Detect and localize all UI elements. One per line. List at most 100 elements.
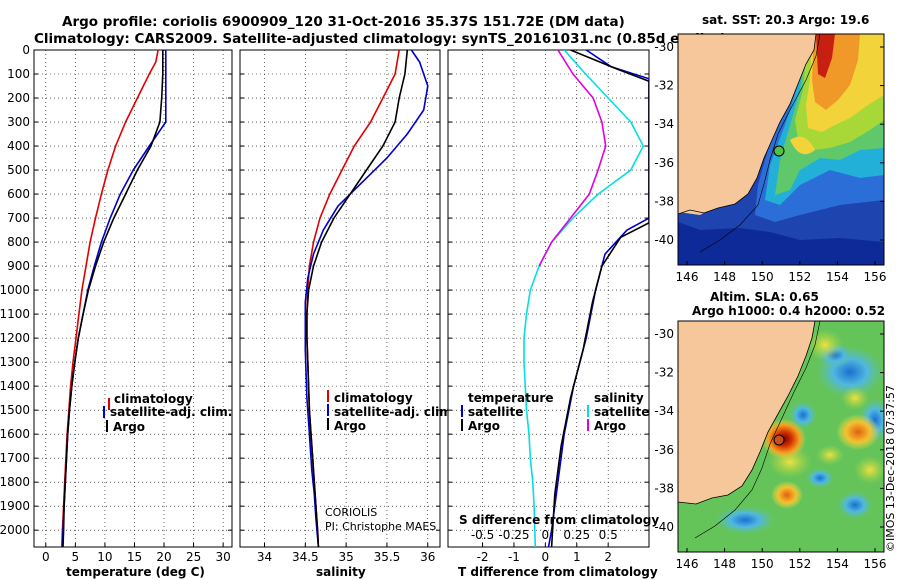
series-line-argo <box>306 50 409 547</box>
legend-climatology: climatology <box>114 392 193 406</box>
x-tick-label: 5 <box>72 550 80 564</box>
x-tick-label: 25 <box>186 550 201 564</box>
depth-tick-label: 700 <box>7 211 30 225</box>
s-tick-label: 0.5 <box>599 528 618 542</box>
x-tick-label: 34.5 <box>292 550 319 564</box>
depth-tick-labels: 0 100 200 300 400 500 600 700 800 900 1000 1100 1200… <box>0 43 30 537</box>
s-tick-label: -0.25 <box>498 528 529 542</box>
x-tick-label: 0 <box>542 550 550 564</box>
depth-tick-label: 800 <box>7 235 30 249</box>
s-tick-label: 0 <box>542 528 550 542</box>
salinity-legend: climatology satellite-adj. clim. Argo <box>327 390 456 433</box>
temperature-legend: climatology satellite-adj. clim. Argo <box>103 392 232 434</box>
x-tick-label: 35 <box>338 550 353 564</box>
sst-map: sat. SST: 20.3 Argo: 19.6 146 148 150 152 15… <box>654 13 886 284</box>
depth-tick-label: 1700 <box>0 451 30 465</box>
map-lon-label: 154 <box>826 557 849 571</box>
map-lon-label: 154 <box>826 270 849 284</box>
difference-lines <box>523 50 649 547</box>
salinity-plot-frame <box>239 49 441 548</box>
difference-gridlines <box>448 49 649 547</box>
argo-location-marker-sst <box>773 145 785 157</box>
temperature-panel: 0100200300400500600700800900100011001200… <box>0 43 233 579</box>
depth-tick-label: 1800 <box>0 475 30 489</box>
temperature-gridlines <box>34 49 232 547</box>
legend-climatology-s: climatology <box>334 391 413 405</box>
map-lat-label: -34 <box>654 404 674 418</box>
legend-temperature-title: temperature <box>468 391 553 405</box>
sla-map-title-1: Altim. SLA: 0.65 <box>710 290 819 304</box>
difference-plot-frame <box>447 49 650 548</box>
legend-argo: Argo <box>113 420 145 434</box>
temperature-xlabel: temperature (deg C) <box>66 565 205 579</box>
difference-legend-temperature: temperature satellite Argo <box>461 391 553 433</box>
map-lon-label: 152 <box>788 270 811 284</box>
salinity-xlabel: salinity <box>316 565 366 579</box>
x-tick-label: -2 <box>477 550 489 564</box>
title-line-1: Argo profile: coriolis 6900909_120 31-Oc… <box>62 14 625 30</box>
x-tick-label: 0 <box>42 550 50 564</box>
depth-tick-label: 1100 <box>0 307 30 321</box>
legend-argo-s: Argo <box>334 419 366 433</box>
depth-tick-label: 100 <box>7 67 30 81</box>
institution-label: CORIOLIS <box>325 506 377 519</box>
legend-salinity-title: salinity <box>594 391 644 405</box>
depth-tick-label: 500 <box>7 163 30 177</box>
legend-t-argo: Argo <box>468 419 500 433</box>
map-lon-label: 150 <box>751 557 774 571</box>
depth-tick-label: 0 <box>22 43 30 57</box>
difference-panel: -2 -1 0 1 2 -0.5 -0.25 0 0.25 0.5 S difference f… <box>447 49 659 579</box>
series-line-satellite-adj-clim- <box>304 50 429 547</box>
x-tick-label: 15 <box>127 550 142 564</box>
x-tick-label: 20 <box>156 550 171 564</box>
temperature-plot-frame <box>33 49 233 548</box>
depth-tick-label: 1000 <box>0 283 30 297</box>
legend-t-satellite: satellite <box>468 405 523 419</box>
map-lat-label: -30 <box>654 40 674 54</box>
map-lat-label: -40 <box>654 233 674 247</box>
map-lon-label: 146 <box>676 557 699 571</box>
sla-map-frame <box>677 320 885 553</box>
depth-tick-label: 2000 <box>0 523 30 537</box>
x-tick-label: 2 <box>604 550 612 564</box>
depth-tick-label: 300 <box>7 115 30 129</box>
credit-text: ©IMOS 13-Dec-2018 07:37:57 <box>884 385 897 552</box>
x-tick-label: 34 <box>257 550 272 564</box>
sst-map-title: sat. SST: 20.3 Argo: 19.6 <box>702 13 869 27</box>
sla-map-ticks: 146 148 150 152 154 156 -30 -32 -34 -36 -38 -40 <box>654 327 886 571</box>
depth-tick-label: 1400 <box>0 379 30 393</box>
map-lat-label: -32 <box>654 79 674 93</box>
map-lon-label: 156 <box>864 557 887 571</box>
map-lat-label: -34 <box>654 117 674 131</box>
difference-legend-salinity: salinity satellite Argo <box>587 391 649 433</box>
depth-tick-label: 600 <box>7 187 30 201</box>
pi-label: PI: Christophe MAES <box>325 520 436 533</box>
t-difference-xlabel: T difference from climatology <box>458 565 658 579</box>
t-difference-tick-labels: -2 -1 0 1 2 <box>477 550 612 564</box>
x-tick-label: 36 <box>420 550 435 564</box>
map-lon-label: 148 <box>713 270 736 284</box>
depth-tick-label: 1500 <box>0 403 30 417</box>
s-difference-xlabel: S difference from climatology <box>459 513 659 527</box>
depth-tick-label: 900 <box>7 259 30 273</box>
sla-map: Altim. SLA: 0.65 Argo h1000: 0.4 h2000: … <box>654 290 886 571</box>
x-tick-label: 1 <box>573 550 581 564</box>
depth-tick-label: 1600 <box>0 427 30 441</box>
series-line-salinity-argo <box>538 50 607 267</box>
map-lon-label: 146 <box>676 270 699 284</box>
argo-location-marker-sla <box>773 434 785 446</box>
temperature-tick-labels: 0 5 10 15 20 25 30 <box>42 550 231 564</box>
depth-tick-label: 400 <box>7 139 30 153</box>
depth-tick-label: 1900 <box>0 499 30 513</box>
depth-tick-label: 1300 <box>0 355 30 369</box>
sst-map-frame <box>677 33 885 266</box>
salinity-lines <box>304 50 429 547</box>
map-lat-label: -36 <box>654 443 674 457</box>
legend-s-satellite: satellite <box>594 405 649 419</box>
map-lon-label: 148 <box>713 557 736 571</box>
sla-map-title-2: Argo h1000: 0.4 h2000: 0.52 <box>692 304 885 318</box>
salinity-panel: 34 34.5 35 35.5 36 salinity climatology sate… <box>239 49 456 579</box>
map-lon-label: 156 <box>864 270 887 284</box>
x-tick-label: 30 <box>215 550 230 564</box>
